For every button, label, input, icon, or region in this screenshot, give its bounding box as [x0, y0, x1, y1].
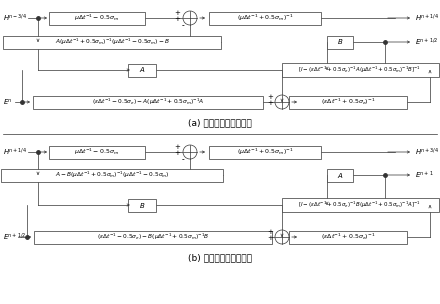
Text: $H^{n+1/4}$: $H^{n+1/4}$	[3, 146, 27, 158]
Text: $A-B(\mu\Delta t^{-1}+0.5\sigma_m)^{-1}(\mu\Delta t^{-1}-0.5\sigma_m)$: $A-B(\mu\Delta t^{-1}+0.5\sigma_m)^{-1}(…	[55, 170, 169, 180]
Bar	[289, 95, 407, 109]
Text: $H^{n-3/4}$: $H^{n-3/4}$	[3, 12, 27, 24]
Text: $(\varepsilon\Delta t^{-1}+0.5\sigma_e)^{-1}$: $(\varepsilon\Delta t^{-1}+0.5\sigma_e)^…	[321, 97, 375, 107]
Text: +: +	[267, 100, 273, 106]
Text: $(\mu\Delta t^{-1}+0.5\sigma_m)^{-1}$: $(\mu\Delta t^{-1}+0.5\sigma_m)^{-1}$	[237, 13, 293, 23]
Bar	[327, 36, 353, 49]
Text: +: +	[267, 94, 273, 100]
Bar	[33, 95, 263, 109]
Text: $(\mu\Delta t^{-1}+0.5\sigma_m)^{-1}$: $(\mu\Delta t^{-1}+0.5\sigma_m)^{-1}$	[237, 147, 293, 157]
Text: -: -	[182, 156, 184, 164]
Text: $H^{n+1/4}$: $H^{n+1/4}$	[415, 12, 440, 24]
Text: (a) 过程一的信号流程图: (a) 过程一的信号流程图	[188, 119, 252, 127]
Text: +: +	[174, 144, 180, 150]
Text: $(\varepsilon\Delta t^{-1}-0.5\sigma_e)-A(\mu\Delta t^{-1}+0.5\sigma_m)^{-1}A$: $(\varepsilon\Delta t^{-1}-0.5\sigma_e)-…	[92, 97, 204, 107]
Circle shape	[183, 11, 197, 25]
Text: $E^{n+1}$: $E^{n+1}$	[415, 169, 434, 181]
Text: $[I-(\varepsilon\Delta t^{-1}+0.5\sigma_e)^{-1}B(\mu\Delta t^{-1}+0.5\sigma_m)^{: $[I-(\varepsilon\Delta t^{-1}+0.5\sigma_…	[298, 200, 422, 210]
Bar	[282, 63, 439, 77]
Bar	[1, 168, 223, 181]
Text: +: +	[267, 235, 273, 241]
Bar	[34, 230, 272, 244]
Bar	[128, 64, 156, 77]
Circle shape	[183, 145, 197, 159]
Text: $A$: $A$	[139, 65, 145, 74]
Text: $(\varepsilon\Delta t^{-1}+0.5\sigma_e)^{-1}$: $(\varepsilon\Delta t^{-1}+0.5\sigma_e)^…	[321, 232, 375, 242]
Text: +: +	[174, 10, 180, 16]
Text: $A$: $A$	[337, 171, 343, 179]
Text: $B$: $B$	[337, 37, 343, 47]
Text: +: +	[174, 16, 180, 22]
Bar	[3, 36, 221, 49]
Text: +: +	[267, 229, 273, 235]
Text: $B$: $B$	[139, 201, 145, 209]
Bar	[209, 12, 321, 25]
Text: $A(\mu\Delta t^{-1}+0.5\sigma_m)^{-1}(\mu\Delta t^{-1}-0.5\sigma_m)-B$: $A(\mu\Delta t^{-1}+0.5\sigma_m)^{-1}(\m…	[55, 37, 169, 47]
Text: $H^{n+3/4}$: $H^{n+3/4}$	[415, 146, 440, 158]
Circle shape	[275, 230, 289, 244]
Text: -: -	[182, 22, 184, 30]
Bar	[327, 168, 353, 181]
Bar	[209, 146, 321, 158]
Bar	[128, 199, 156, 212]
Text: $[I-(\varepsilon\Delta t^{-1}+0.5\sigma_e)^{-1}A(\mu\Delta t^{-1}+0.5\sigma_m)^{: $[I-(\varepsilon\Delta t^{-1}+0.5\sigma_…	[298, 65, 422, 75]
Text: $E^n$: $E^n$	[3, 97, 13, 107]
Bar	[289, 230, 407, 244]
Text: $\mu\Delta t^{-1}-0.5\sigma_m$: $\mu\Delta t^{-1}-0.5\sigma_m$	[74, 147, 120, 157]
Circle shape	[275, 95, 289, 109]
Text: $E^{n+1/2}$: $E^{n+1/2}$	[415, 36, 438, 48]
Text: +: +	[174, 150, 180, 156]
Text: $E^{n+1/2}$: $E^{n+1/2}$	[3, 231, 26, 243]
Bar	[49, 146, 145, 158]
Text: (b) 过程二的信号流程图: (b) 过程二的信号流程图	[188, 254, 252, 262]
Bar	[49, 12, 145, 25]
Text: $(\varepsilon\Delta t^{-1}-0.5\sigma_e)-B(\mu\Delta t^{-1}+0.5\sigma_m)^{-1}B$: $(\varepsilon\Delta t^{-1}-0.5\sigma_e)-…	[97, 232, 209, 242]
Text: $\mu\Delta t^{-1}-0.5\sigma_m$: $\mu\Delta t^{-1}-0.5\sigma_m$	[74, 13, 120, 23]
Bar	[282, 198, 439, 212]
